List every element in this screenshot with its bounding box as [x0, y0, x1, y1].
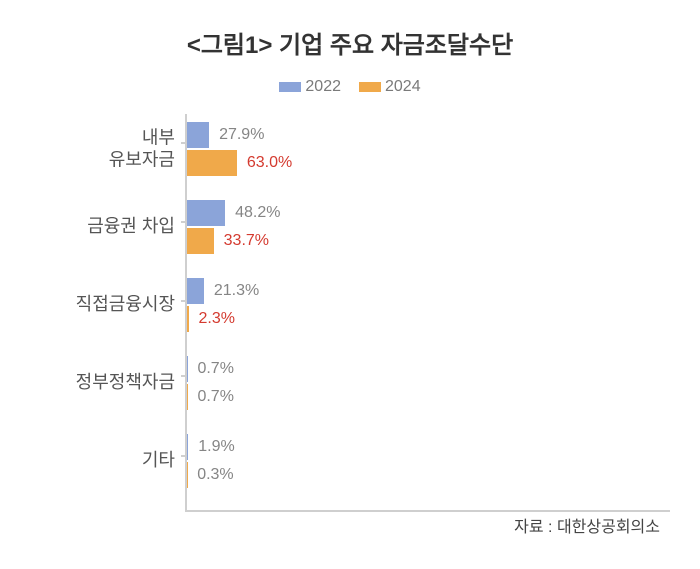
legend-label-2024: 2024 — [385, 78, 421, 96]
bar — [187, 150, 237, 176]
category-label: 내부유보자금 — [109, 127, 175, 170]
chart-legend: 2022 2024 — [30, 78, 670, 96]
y-axis-labels: 내부유보자금금융권 차입직접금융시장정부정책자금기타 — [30, 114, 185, 512]
bar-value-label: 21.3% — [214, 282, 259, 300]
category-label: 정부정책자금 — [76, 372, 175, 394]
bar — [187, 434, 188, 460]
bar-value-label: 0.3% — [197, 466, 233, 484]
chart-title: <그림1> 기업 주요 자금조달수단 — [30, 25, 670, 60]
chart-container: <그림1> 기업 주요 자금조달수단 2022 2024 내부유보자금금융권 차… — [0, 0, 700, 569]
legend-swatch-2022 — [279, 82, 301, 92]
bar-row: 21.3% — [187, 278, 242, 304]
bar-row: 48.2% — [187, 200, 242, 226]
bar — [187, 228, 214, 254]
bar-value-label: 63.0% — [247, 154, 292, 172]
bar — [187, 200, 225, 226]
bar — [187, 306, 189, 332]
bar-value-label: 0.7% — [197, 360, 233, 378]
legend-item-2024: 2024 — [359, 78, 421, 96]
category-label: 직접금융시장 — [76, 294, 175, 316]
category-label: 금융권 차입 — [87, 216, 175, 238]
bar-value-label: 0.7% — [197, 388, 233, 406]
legend-label-2022: 2022 — [305, 78, 341, 96]
bar-row: 0.7% — [187, 384, 233, 410]
bar — [187, 278, 204, 304]
plot-area: 내부유보자금금융권 차입직접금융시장정부정책자금기타 27.9%63.0%48.… — [30, 114, 670, 512]
bar-row: 0.3% — [187, 462, 233, 488]
legend-item-2022: 2022 — [279, 78, 341, 96]
bar-row: 0.7% — [187, 356, 233, 382]
bar-value-label: 48.2% — [235, 204, 280, 222]
bar-row: 2.3% — [187, 306, 233, 332]
bar-row: 33.7% — [187, 228, 242, 254]
source-note: 자료 : 대한상공회의소 — [514, 513, 660, 537]
category-label: 기타 — [142, 450, 175, 472]
bar-value-label: 33.7% — [224, 232, 269, 250]
bar-row: 63.0% — [187, 150, 242, 176]
bars-region: 27.9%63.0%48.2%33.7%21.3%2.3%0.7%0.7%1.9… — [185, 114, 670, 512]
bar-row: 1.9% — [187, 434, 233, 460]
bar-value-label: 27.9% — [219, 126, 264, 144]
bar — [187, 122, 209, 148]
bar-value-label: 2.3% — [199, 310, 235, 328]
legend-swatch-2024 — [359, 82, 381, 92]
bar-value-label: 1.9% — [198, 438, 234, 456]
bar-row: 27.9% — [187, 122, 242, 148]
